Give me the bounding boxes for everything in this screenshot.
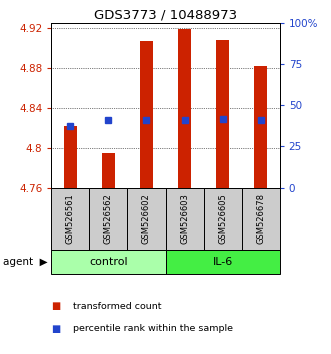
Text: ■: ■ [51, 324, 61, 333]
Text: GSM526678: GSM526678 [256, 193, 265, 244]
Bar [254, 66, 267, 188]
Bar [242, 188, 280, 250]
Text: GSM526562: GSM526562 [104, 193, 113, 244]
Bar [204, 188, 242, 250]
Bar [140, 41, 153, 188]
Text: GSM526602: GSM526602 [142, 193, 151, 244]
Text: ■: ■ [51, 301, 61, 311]
Text: GDS3773 / 10488973: GDS3773 / 10488973 [94, 9, 237, 22]
Bar [216, 40, 229, 188]
Bar [166, 188, 204, 250]
Text: GSM526561: GSM526561 [66, 193, 75, 244]
Text: GSM526603: GSM526603 [180, 193, 189, 244]
Bar [51, 188, 89, 250]
Text: agent  ▶: agent ▶ [3, 257, 48, 267]
Text: GSM526605: GSM526605 [218, 193, 227, 244]
Bar [89, 188, 127, 250]
Bar [178, 29, 191, 188]
Text: percentile rank within the sample: percentile rank within the sample [73, 324, 233, 333]
Bar [102, 153, 115, 188]
Bar [127, 188, 166, 250]
Text: transformed count: transformed count [73, 302, 161, 311]
Bar [166, 250, 280, 274]
Bar [64, 126, 77, 188]
Bar [51, 250, 166, 274]
Text: control: control [89, 257, 128, 267]
Text: IL-6: IL-6 [213, 257, 233, 267]
